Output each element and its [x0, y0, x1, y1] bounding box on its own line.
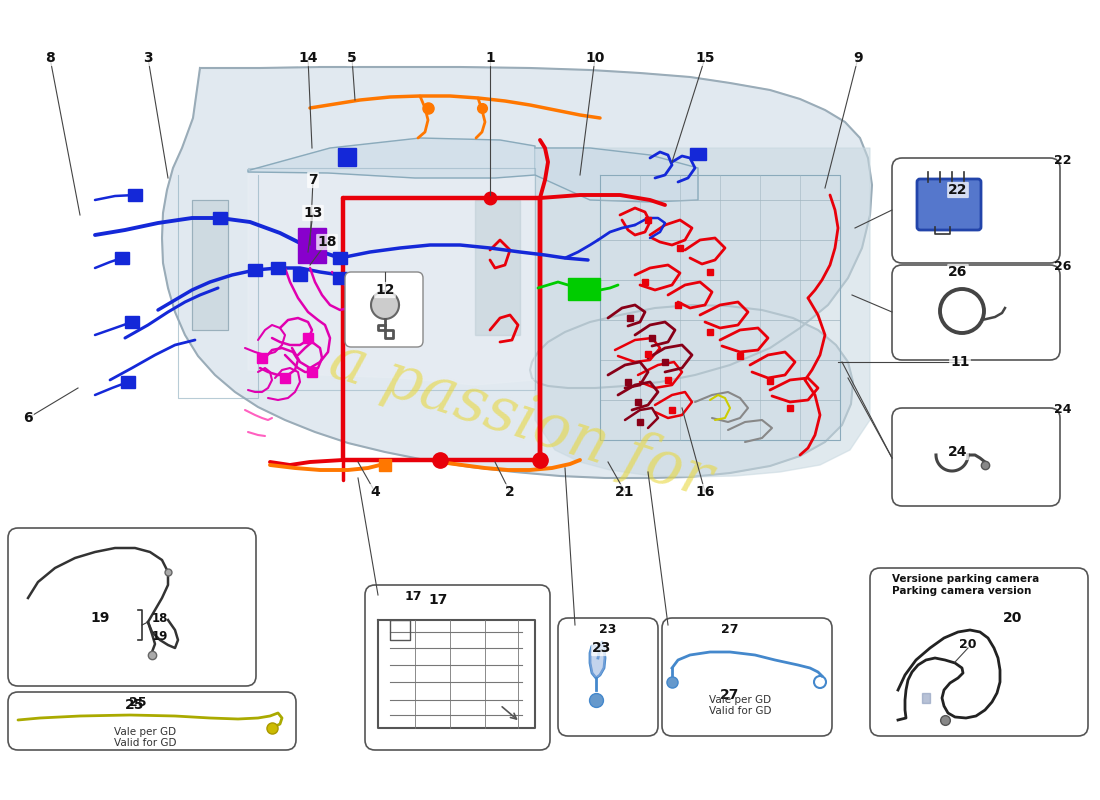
- FancyBboxPatch shape: [892, 408, 1060, 506]
- Bar: [121, 376, 135, 388]
- Text: 23: 23: [600, 623, 617, 636]
- Polygon shape: [535, 148, 698, 202]
- Text: 27: 27: [722, 623, 739, 636]
- FancyBboxPatch shape: [662, 618, 832, 736]
- Text: Vale per GD: Vale per GD: [708, 695, 771, 705]
- Text: Valid for GD: Valid for GD: [113, 738, 176, 748]
- Text: 26: 26: [948, 265, 968, 279]
- Bar: [307, 367, 317, 377]
- Text: 24: 24: [948, 445, 968, 459]
- Bar: [128, 189, 142, 201]
- Text: 13: 13: [304, 206, 322, 220]
- Text: 14: 14: [298, 51, 318, 65]
- Text: 3: 3: [143, 51, 153, 65]
- Bar: [213, 212, 227, 224]
- FancyBboxPatch shape: [870, 568, 1088, 736]
- Text: 17: 17: [428, 593, 448, 607]
- Bar: [333, 272, 346, 284]
- Text: 26: 26: [1054, 260, 1071, 273]
- Text: 20: 20: [1003, 611, 1023, 625]
- Text: Vale per GD: Vale per GD: [114, 727, 176, 737]
- Text: 23: 23: [592, 641, 612, 655]
- FancyBboxPatch shape: [8, 528, 256, 686]
- FancyBboxPatch shape: [558, 618, 658, 736]
- Text: Versione parking camera: Versione parking camera: [892, 574, 1040, 584]
- Polygon shape: [535, 148, 870, 477]
- Text: 8: 8: [45, 51, 55, 65]
- Polygon shape: [192, 200, 228, 330]
- Text: 18: 18: [317, 235, 337, 249]
- Text: 6: 6: [23, 411, 33, 425]
- Text: 4: 4: [370, 485, 379, 499]
- Bar: [116, 252, 129, 264]
- Polygon shape: [248, 140, 535, 385]
- Bar: [125, 316, 139, 328]
- Text: 9: 9: [854, 51, 862, 65]
- Text: 1: 1: [485, 51, 495, 65]
- Text: 22: 22: [1054, 154, 1071, 167]
- FancyBboxPatch shape: [365, 585, 550, 750]
- Text: 11: 11: [950, 355, 970, 369]
- Bar: [302, 333, 313, 343]
- Text: 12: 12: [375, 283, 395, 297]
- FancyBboxPatch shape: [345, 272, 424, 347]
- Polygon shape: [475, 200, 520, 335]
- Bar: [280, 373, 290, 383]
- Text: 2: 2: [505, 485, 515, 499]
- Text: 5: 5: [348, 51, 356, 65]
- Bar: [293, 269, 307, 281]
- Polygon shape: [922, 693, 930, 703]
- Text: 7: 7: [308, 173, 318, 187]
- Text: 24: 24: [1054, 403, 1071, 416]
- Polygon shape: [162, 67, 872, 478]
- Text: 19: 19: [152, 630, 168, 642]
- Polygon shape: [248, 138, 535, 178]
- Bar: [568, 278, 600, 300]
- Text: 15: 15: [695, 51, 715, 65]
- Bar: [338, 148, 356, 166]
- Text: Parking camera version: Parking camera version: [892, 586, 1032, 596]
- FancyBboxPatch shape: [892, 158, 1060, 263]
- Bar: [257, 353, 267, 363]
- Bar: [690, 148, 706, 160]
- Text: 19: 19: [90, 611, 110, 625]
- Polygon shape: [371, 291, 399, 319]
- Bar: [248, 264, 262, 276]
- Text: 25: 25: [130, 695, 146, 709]
- Text: a passion for: a passion for: [321, 330, 718, 510]
- Text: 22: 22: [948, 183, 968, 197]
- Text: 18: 18: [152, 611, 168, 625]
- Text: 27: 27: [720, 688, 739, 702]
- FancyBboxPatch shape: [892, 265, 1060, 360]
- Polygon shape: [590, 642, 605, 678]
- Text: 10: 10: [585, 51, 605, 65]
- Text: 25: 25: [125, 698, 145, 712]
- Text: 16: 16: [695, 485, 715, 499]
- FancyBboxPatch shape: [8, 692, 296, 750]
- FancyBboxPatch shape: [917, 179, 981, 230]
- Text: Valid for GD: Valid for GD: [708, 706, 771, 716]
- Text: 21: 21: [615, 485, 635, 499]
- Bar: [333, 252, 346, 264]
- Text: 20: 20: [959, 638, 977, 651]
- Bar: [271, 262, 285, 274]
- Bar: [298, 228, 326, 263]
- Text: 17: 17: [405, 590, 421, 603]
